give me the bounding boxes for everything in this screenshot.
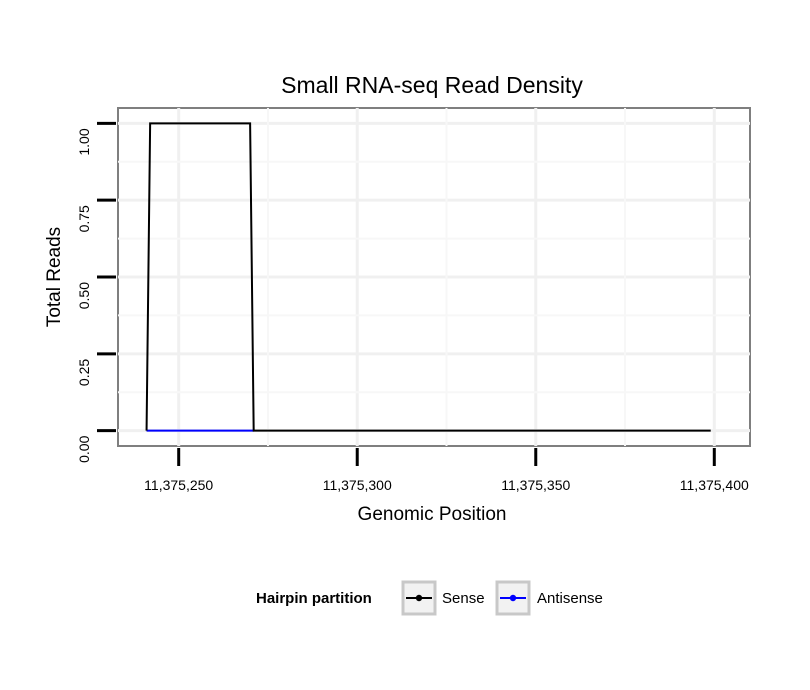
series-line-sense (145, 122, 711, 432)
legend: Hairpin partition Sense Antisense (256, 580, 603, 616)
y-tick-label-4: 1.00 (76, 128, 92, 155)
y-tick-label-1: 0.25 (76, 359, 92, 386)
x-tick-label-0: 11,375,250 (144, 477, 213, 493)
chart-title: Small RNA-seq Read Density (281, 72, 583, 98)
y-axis: 0.00 0.25 0.50 0.75 1.00 (76, 121, 116, 463)
y-tick-label-2: 0.50 (76, 282, 92, 309)
x-tick-label-2: 11,375,350 (501, 477, 570, 493)
legend-item-antisense: Antisense (495, 580, 603, 616)
legend-item-sense: Sense (401, 580, 485, 616)
legend-key-point-antisense (509, 594, 517, 602)
x-tick-label-3: 11,375,400 (680, 477, 749, 493)
legend-key-point-sense (415, 594, 423, 602)
legend-label-antisense: Antisense (537, 590, 603, 607)
y-tick-label-3: 0.75 (76, 205, 92, 232)
x-axis: 11,375,250 11,375,300 11,375,350 11,375,400 (144, 448, 749, 493)
y-axis-title: Total Reads (44, 227, 65, 327)
legend-title: Hairpin partition (256, 590, 372, 607)
x-axis-title: Genomic Position (358, 504, 507, 525)
y-tick-label-0: 0.00 (76, 435, 92, 462)
x-tick-label-1: 11,375,300 (323, 477, 392, 493)
series-group (145, 122, 711, 432)
legend-label-sense: Sense (442, 590, 485, 607)
